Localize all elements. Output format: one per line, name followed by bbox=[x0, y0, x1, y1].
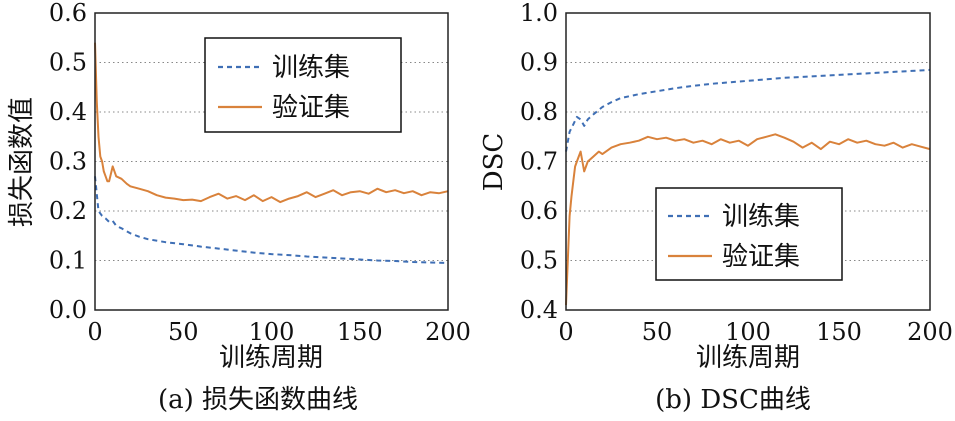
loss-chart-x-tick-label: 200 bbox=[425, 318, 471, 346]
dsc-chart-y-tick-label: 0.9 bbox=[520, 49, 558, 77]
loss-chart-legend: 训练集 验证集 bbox=[204, 37, 402, 133]
loss-chart: 0.0 0.1 0.2 0.3 0.4 0.5 0.6 0 50 100 150 200 损失函数值… bbox=[7, 0, 471, 415]
loss-chart-series bbox=[94, 42, 449, 264]
loss-chart-x-axis-label: 训练周期 bbox=[219, 343, 323, 373]
loss-chart-val-series-line bbox=[94, 42, 449, 204]
loss-chart-y-tick-label: 0.6 bbox=[49, 0, 87, 27]
dsc-chart-y-axis-label: DSC bbox=[479, 133, 509, 192]
loss-chart-x-tick-label: 0 bbox=[87, 318, 102, 346]
loss-chart-x-tick-label: 100 bbox=[249, 318, 295, 346]
loss-chart-caption: (a) 损失函数曲线 bbox=[158, 385, 358, 415]
loss-chart-y-tick-label: 0.1 bbox=[49, 247, 87, 275]
dsc-chart-x-tick-label: 150 bbox=[816, 318, 862, 346]
dsc-chart-legend-box bbox=[655, 187, 843, 281]
dsc-chart-y-tick-label: 1.0 bbox=[520, 0, 558, 27]
loss-chart-y-tick-label: 0.2 bbox=[49, 197, 87, 225]
dsc-chart-x-ticks: 0 50 100 150 200 bbox=[558, 318, 953, 346]
loss-chart-y-axis-label: 损失函数值 bbox=[7, 97, 37, 227]
dsc-chart-series bbox=[565, 68, 931, 306]
dsc-chart-x-axis-label: 训练周期 bbox=[696, 343, 800, 373]
dsc-chart-legend-train-label: 训练集 bbox=[722, 202, 800, 232]
loss-chart-y-tick-label: 0.3 bbox=[49, 148, 87, 176]
dsc-chart-x-tick-label: 100 bbox=[725, 318, 771, 346]
loss-chart-y-tick-label: 0.4 bbox=[49, 98, 87, 126]
dsc-chart-y-tick-label: 0.7 bbox=[520, 148, 558, 176]
dsc-chart-x-tick-label: 200 bbox=[907, 318, 953, 346]
dsc-chart-caption: (b) DSC曲线 bbox=[655, 385, 811, 415]
dsc-chart-plot-frame bbox=[565, 12, 931, 311]
dsc-chart-y-tick-label: 0.8 bbox=[520, 98, 558, 126]
dsc-chart-x-tick-label: 0 bbox=[558, 318, 573, 346]
dsc-chart-legend: 训练集 验证集 bbox=[655, 187, 843, 281]
dsc-chart-legend-val-label: 验证集 bbox=[722, 242, 800, 272]
dsc-chart-x-tick-label: 50 bbox=[642, 318, 673, 346]
dsc-chart-y-tick-label: 0.6 bbox=[520, 197, 558, 225]
loss-chart-y-ticks: 0.0 0.1 0.2 0.3 0.4 0.5 0.6 bbox=[49, 0, 87, 324]
loss-chart-x-tick-label: 150 bbox=[337, 318, 383, 346]
loss-chart-legend-val-label: 验证集 bbox=[272, 93, 350, 123]
dsc-chart-y-ticks: 0.4 0.5 0.6 0.7 0.8 0.9 1.0 bbox=[520, 0, 558, 324]
loss-chart-plot-frame bbox=[94, 12, 449, 311]
loss-chart-legend-train-label: 训练集 bbox=[272, 53, 350, 83]
loss-chart-train-series-line bbox=[94, 176, 449, 264]
loss-chart-x-ticks: 0 50 100 150 200 bbox=[87, 318, 471, 346]
dsc-chart-train-series-line bbox=[565, 68, 931, 152]
loss-chart-y-tick-label: 0.0 bbox=[49, 296, 87, 324]
dsc-chart-y-tick-label: 0.5 bbox=[520, 247, 558, 275]
dsc-chart-val-series-line bbox=[565, 133, 931, 306]
loss-chart-x-tick-label: 50 bbox=[168, 318, 199, 346]
dsc-chart: 0.4 0.5 0.6 0.7 0.8 0.9 1.0 0 50 100 150 200 DSC 训… bbox=[479, 0, 953, 415]
loss-chart-y-tick-label: 0.5 bbox=[49, 49, 87, 77]
dsc-chart-y-tick-label: 0.4 bbox=[520, 296, 558, 324]
loss-chart-legend-box bbox=[204, 37, 402, 133]
